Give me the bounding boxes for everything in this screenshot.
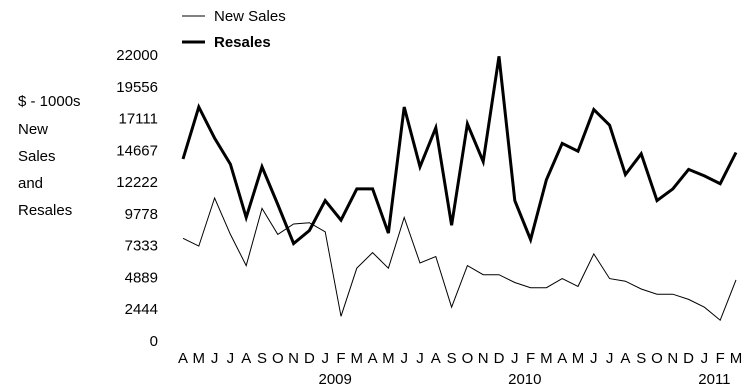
x-tick-label: J [590, 350, 598, 367]
x-tick-label: A [620, 350, 630, 367]
y-tick-label: 14667 [116, 142, 158, 159]
y-axis-title-line: and [18, 175, 44, 192]
y-axis-title-line: $ - 1000s [18, 93, 81, 110]
x-tick-label: D [304, 350, 315, 367]
x-year-label: 2011 [698, 371, 730, 388]
x-tick-label: F [716, 350, 725, 367]
y-tick-label: 7333 [125, 238, 158, 255]
x-tick-label: J [227, 350, 235, 367]
y-tick-label: 4889 [125, 269, 158, 286]
series-lines [181, 56, 738, 322]
x-year-label: 2009 [319, 371, 352, 388]
x-tick-label: J [211, 350, 219, 367]
series-line-new-sales [182, 196, 737, 322]
x-tick-label: J [321, 350, 329, 367]
y-tick-label: 12222 [116, 174, 158, 191]
y-axis-title-line: Resales [18, 202, 73, 219]
legend-label: Resales [214, 34, 271, 51]
x-tick-label: J [511, 350, 519, 367]
x-tick-label: J [416, 350, 424, 367]
x-tick-label: S [636, 350, 646, 367]
x-tick-label: A [178, 350, 188, 367]
legend: New Sales Resales [182, 8, 286, 51]
y-tick-label: 2444 [125, 301, 158, 318]
y-tick-label: 0 [150, 333, 158, 350]
series-line-resales [181, 56, 738, 246]
x-tick-label: A [557, 350, 567, 367]
x-tick-label: M [540, 350, 553, 367]
x-tick-label: S [447, 350, 457, 367]
y-tick-label: 22000 [116, 47, 158, 64]
x-tick-label: J [701, 350, 709, 367]
y-axis-title-line: New [18, 121, 49, 138]
x-year-label: 2010 [508, 371, 541, 388]
x-tick-label: F [526, 350, 535, 367]
x-tick-label: M [572, 350, 585, 367]
legend-label: New Sales [214, 8, 286, 25]
x-tick-label: O [272, 350, 284, 367]
x-tick-label: N [667, 350, 678, 367]
x-tick-label: A [241, 350, 251, 367]
x-tick-label: D [494, 350, 505, 367]
x-tick-label: D [683, 350, 694, 367]
y-tick-label: 17111 [119, 111, 159, 128]
x-tick-label: O [651, 350, 663, 367]
x-tick-label: N [288, 350, 299, 367]
y-tick-label: 19556 [116, 79, 158, 96]
x-tick-label: O [462, 350, 474, 367]
axes: 0 2444 4889 7333 9778 12222 14667 17111 19556 220… [116, 47, 742, 388]
x-tick-label: A [368, 350, 378, 367]
x-tick-label: J [606, 350, 614, 367]
x-tick-label: J [400, 350, 408, 367]
x-tick-label: S [257, 350, 267, 367]
x-tick-label: M [382, 350, 395, 367]
x-tick-label: M [193, 350, 206, 367]
x-tick-label: M [730, 350, 743, 367]
y-tick-label: 9778 [125, 206, 158, 223]
y-axis-title-line: Sales [18, 148, 56, 165]
x-tick-label: M [351, 350, 364, 367]
x-tick-label: F [336, 350, 345, 367]
x-tick-label: N [478, 350, 489, 367]
x-tick-label: A [431, 350, 441, 367]
